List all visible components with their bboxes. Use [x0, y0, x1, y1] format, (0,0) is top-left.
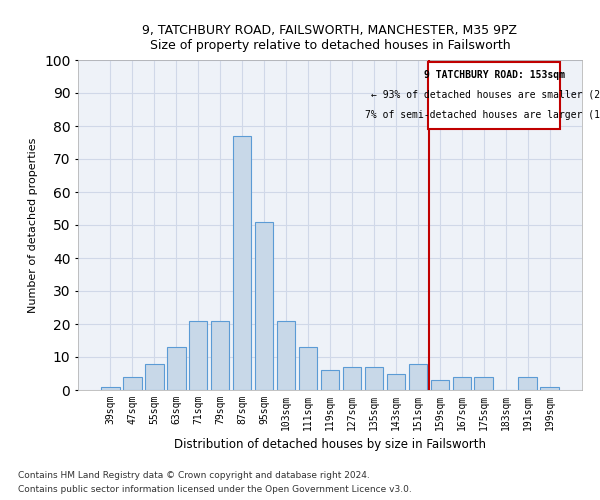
Bar: [211, 320, 229, 390]
FancyBboxPatch shape: [428, 62, 560, 130]
Bar: [123, 377, 142, 390]
Title: 9, TATCHBURY ROAD, FAILSWORTH, MANCHESTER, M35 9PZ
Size of property relative to : 9, TATCHBURY ROAD, FAILSWORTH, MANCHESTE…: [143, 24, 517, 52]
Bar: [145, 364, 164, 390]
Bar: [343, 367, 361, 390]
Bar: [475, 377, 493, 390]
Bar: [541, 386, 559, 390]
Bar: [101, 386, 119, 390]
X-axis label: Distribution of detached houses by size in Failsworth: Distribution of detached houses by size …: [174, 438, 486, 452]
Bar: [189, 320, 208, 390]
Bar: [299, 347, 317, 390]
Bar: [320, 370, 340, 390]
Bar: [255, 222, 274, 390]
Text: ← 93% of detached houses are smaller (254): ← 93% of detached houses are smaller (25…: [371, 90, 600, 100]
Bar: [167, 347, 185, 390]
Bar: [452, 377, 471, 390]
Bar: [409, 364, 427, 390]
Text: 7% of semi-detached houses are larger (19) →: 7% of semi-detached houses are larger (1…: [365, 110, 600, 120]
Text: Contains HM Land Registry data © Crown copyright and database right 2024.: Contains HM Land Registry data © Crown c…: [18, 470, 370, 480]
Text: Contains public sector information licensed under the Open Government Licence v3: Contains public sector information licen…: [18, 486, 412, 494]
Bar: [277, 320, 295, 390]
Bar: [431, 380, 449, 390]
Y-axis label: Number of detached properties: Number of detached properties: [28, 138, 38, 312]
Bar: [518, 377, 537, 390]
Bar: [386, 374, 405, 390]
Bar: [233, 136, 251, 390]
Bar: [365, 367, 383, 390]
Text: 9 TATCHBURY ROAD: 153sqm: 9 TATCHBURY ROAD: 153sqm: [424, 70, 565, 80]
